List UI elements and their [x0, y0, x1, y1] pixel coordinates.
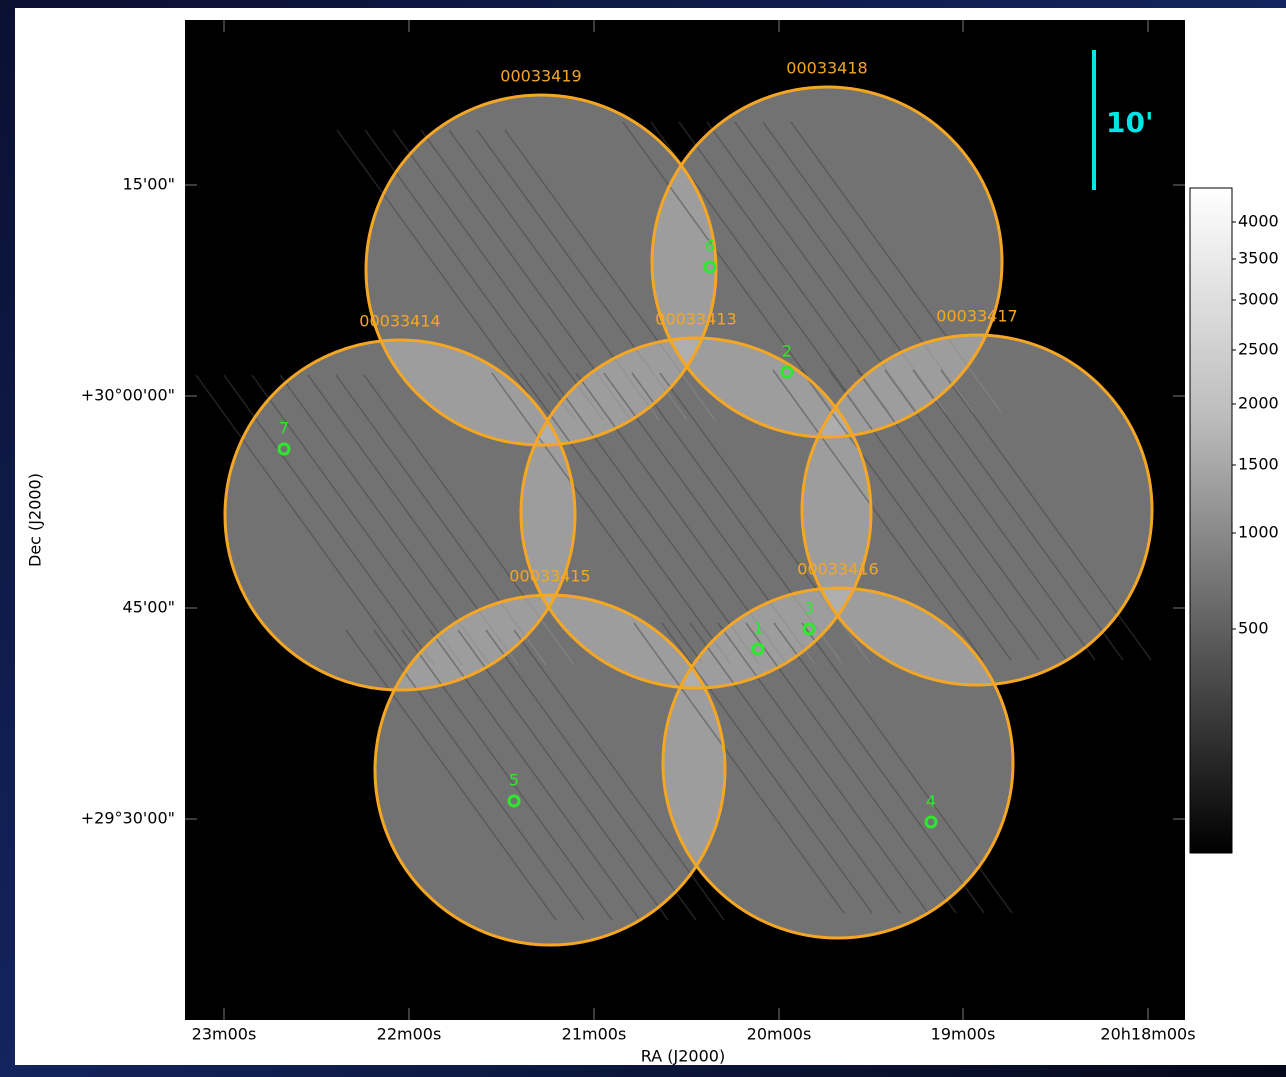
- colorbar: [1190, 188, 1232, 853]
- y-tick-label: +30°00'00": [81, 386, 175, 405]
- x-tick-label: 19m00s: [931, 1025, 996, 1044]
- source-label: 6: [705, 237, 715, 256]
- field-label: 00033419: [500, 67, 581, 86]
- scale-bar-label: 10': [1106, 106, 1154, 139]
- x-tick-label: 22m00s: [377, 1025, 442, 1044]
- colorbar-tick-label: 500: [1238, 619, 1269, 638]
- colorbar-tick-label: 2000: [1238, 394, 1279, 413]
- colorbar-tick-label: 4000: [1238, 212, 1279, 231]
- field-label: 00033417: [936, 307, 1017, 326]
- source-label: 2: [782, 342, 792, 361]
- field-label: 00033415: [509, 567, 590, 586]
- exposure-disk: [663, 588, 1013, 938]
- y-tick-label: 45'00": [123, 598, 175, 617]
- x-tick-label: 20m00s: [747, 1025, 812, 1044]
- colorbar-tick-label: 3500: [1238, 249, 1279, 268]
- field-label: 00033413: [655, 310, 736, 329]
- x-tick-label: 21m00s: [562, 1025, 627, 1044]
- sky-map: 00033419 00033418 00033414 00033413 00033417…: [0, 0, 1286, 1077]
- y-tick-label: 15'00": [123, 175, 175, 194]
- source-label: 1: [753, 619, 763, 638]
- source-label: 4: [926, 792, 936, 811]
- x-tick-label: 20h18m00s: [1100, 1025, 1195, 1044]
- page: 00033419 00033418 00033414 00033413 00033417…: [0, 0, 1286, 1077]
- source-label: 5: [509, 771, 519, 790]
- field-label: 00033414: [359, 312, 440, 331]
- source-label: 7: [279, 419, 289, 438]
- y-tick-label: +29°30'00": [81, 809, 175, 828]
- x-tick-label: 23m00s: [192, 1025, 257, 1044]
- colorbar-tick-label: 2500: [1238, 340, 1279, 359]
- colorbar-tick-label: 1500: [1238, 455, 1279, 474]
- y-axis-label: Dec (J2000): [26, 473, 45, 567]
- colorbar-tick-label: 3000: [1238, 290, 1279, 309]
- field-label: 00033418: [786, 59, 867, 78]
- colorbar-tick-label: 1000: [1238, 523, 1279, 542]
- source-label: 3: [804, 599, 814, 618]
- field-label: 00033416: [797, 560, 878, 579]
- x-axis-label: RA (J2000): [641, 1047, 725, 1066]
